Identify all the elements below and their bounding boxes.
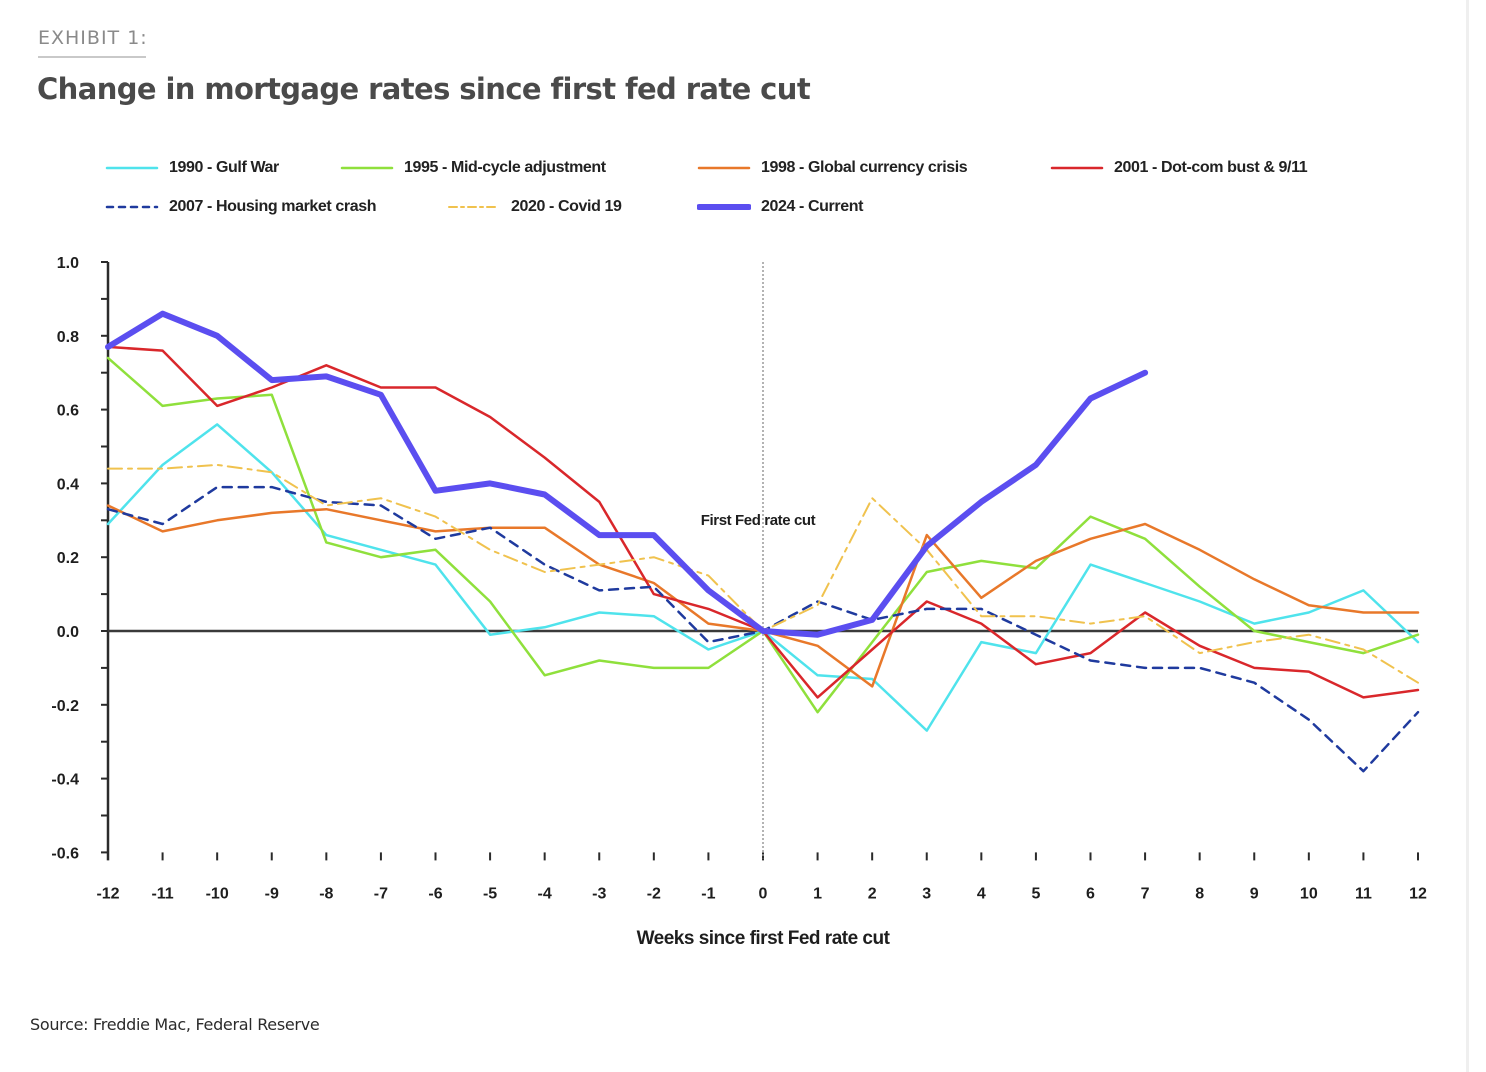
legend-swatch	[1050, 166, 1104, 170]
legend-swatch	[697, 204, 751, 210]
x-tick-label: 7	[1141, 885, 1150, 902]
x-tick-label: 11	[1355, 885, 1372, 902]
series-line-2024-current	[105, 310, 1149, 638]
legend-item-2007-housing-market-crash: 2007 - Housing market crash	[105, 197, 376, 217]
legend-label: 1990 - Gulf War	[169, 159, 279, 176]
x-tick-label: -3	[592, 885, 606, 902]
legend-item-2020-covid-19: 2020 - Covid 19	[447, 197, 622, 217]
y-tick-label: -0.4	[51, 772, 79, 789]
legend-swatch	[105, 166, 159, 170]
x-tick-label: 4	[977, 885, 986, 902]
x-axis-label: Weeks since first Fed rate cut	[637, 928, 891, 949]
annotation-group: First Fed rate cut	[701, 512, 816, 529]
x-tick-label: 0	[759, 885, 768, 902]
x-tick-label: 10	[1300, 885, 1318, 902]
legend-swatch	[448, 206, 500, 208]
y-tick-label: 0.4	[57, 476, 79, 493]
x-tick-label: -5	[483, 885, 497, 902]
legend-label: 1998 - Global currency crisis	[761, 159, 968, 176]
y-tick-label: -0.2	[51, 698, 79, 715]
legend-swatch	[697, 166, 751, 170]
x-tick-label: 2	[868, 885, 877, 902]
legend-item-1990-gulf-war: 1990 - Gulf War	[105, 158, 279, 178]
exhibit-label: EXHIBIT 1:	[38, 27, 148, 49]
legend-label: 2020 - Covid 19	[511, 198, 622, 215]
x-tick-label: -9	[265, 885, 279, 902]
legend-swatch	[340, 166, 394, 170]
y-tick-label: 0.2	[57, 550, 79, 567]
y-tick-label: 0.6	[57, 403, 79, 420]
x-tick-label: -6	[428, 885, 442, 902]
x-tick-label: -4	[538, 885, 552, 902]
legend-swatch	[105, 205, 159, 209]
legend-label: 2024 - Current	[761, 198, 863, 215]
x-tick-label: -8	[319, 885, 333, 902]
x-tick-label: -2	[647, 885, 661, 902]
x-tick-label: 12	[1409, 885, 1427, 902]
chart-title: Change in mortgage rates since first fed…	[37, 72, 811, 106]
y-tick-label: -0.6	[51, 845, 79, 862]
x-tick-label: 9	[1250, 885, 1259, 902]
series-group	[105, 310, 1420, 773]
x-tick-label: 3	[922, 885, 931, 902]
legend-item-1995-mid-cycle-adjustment: 1995 - Mid-cycle adjustment	[340, 158, 606, 178]
x-tick-label: -1	[701, 885, 715, 902]
x-tick-label: -11	[151, 885, 173, 902]
y-tick-label: 1.0	[57, 255, 79, 272]
page-right-border	[1466, 0, 1469, 1072]
x-tick-label: -10	[206, 885, 229, 902]
x-tick-label: 1	[813, 885, 822, 902]
legend-label: 2007 - Housing market crash	[169, 198, 377, 215]
legend-item-2024-current: 2024 - Current	[697, 197, 863, 217]
legend-item-1998-global-currency-crisis: 1998 - Global currency crisis	[697, 158, 968, 178]
legend-label: 1995 - Mid-cycle adjustment	[404, 159, 606, 176]
exhibit-underline	[38, 56, 146, 58]
first-cut-annotation: First Fed rate cut	[701, 512, 816, 529]
y-tick-label: 0.8	[57, 329, 79, 346]
legend-label: 2001 - Dot-com bust & 9/11	[1114, 159, 1308, 176]
source-note: Source: Freddie Mac, Federal Reserve	[30, 1015, 320, 1034]
x-tick-label: 8	[1195, 885, 1204, 902]
x-tick-label: -12	[96, 885, 119, 902]
x-tick-label: 5	[1031, 885, 1040, 902]
legend-item-2001-dot-com-bust-9-11: 2001 - Dot-com bust & 9/11	[1050, 158, 1308, 178]
x-tick-label: 6	[1086, 885, 1095, 902]
y-tick-label: 0.0	[57, 624, 79, 641]
axes: 1.00.80.60.40.20.0-0.2-0.4-0.6-12 -11 -10-…	[51, 255, 1427, 902]
x-tick-label: -7	[374, 885, 388, 902]
